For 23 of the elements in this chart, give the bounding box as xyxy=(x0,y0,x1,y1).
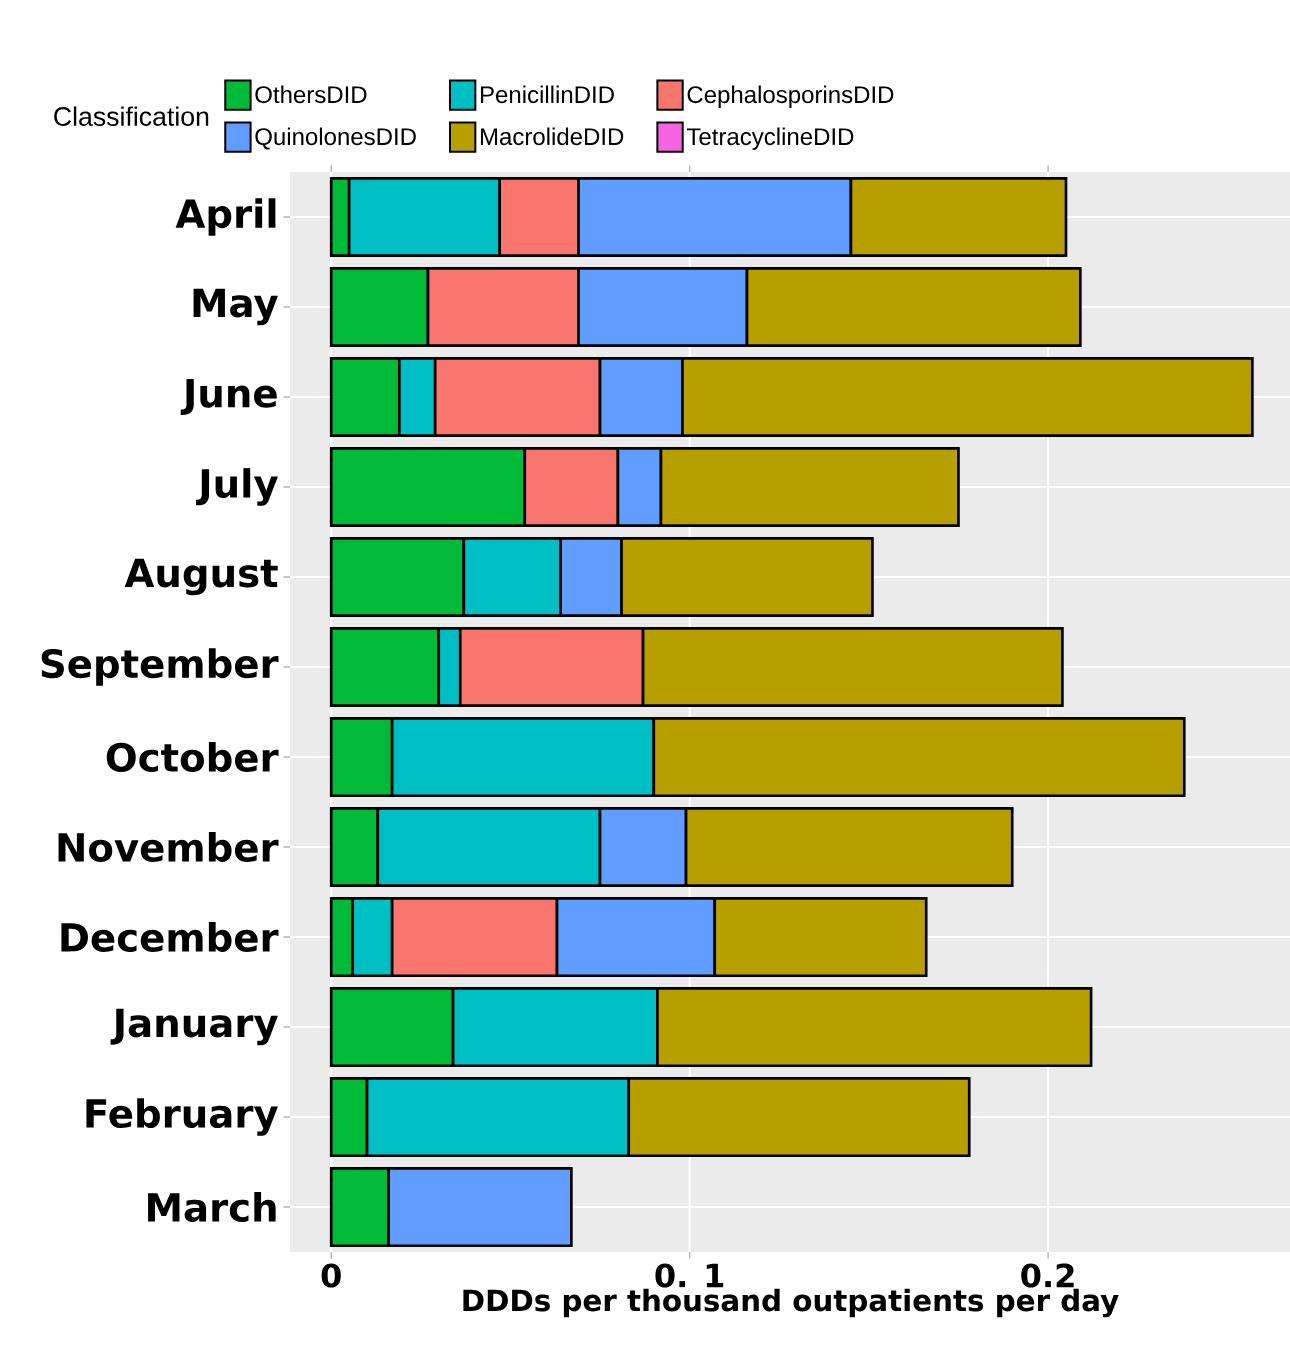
y-tick-label: April xyxy=(175,198,276,236)
legend-label: TetracyclineDID xyxy=(686,127,854,150)
y-tick-label: June xyxy=(180,379,277,415)
y-tick-label: December xyxy=(61,922,279,952)
legend-label: MacrolideDID xyxy=(480,127,624,146)
x-tick-label: 0.2 xyxy=(1021,1263,1074,1288)
y-tick-label: August xyxy=(124,558,278,596)
y-tick-label: February xyxy=(86,1098,278,1136)
y-tick-label: May xyxy=(193,288,278,326)
legend-label: OthersDID xyxy=(255,85,367,104)
y-tick-label: January xyxy=(110,1008,278,1046)
legend-title: Classification xyxy=(54,106,209,126)
y-tick-label: October xyxy=(106,742,279,772)
x-tick-label: 0. 1 xyxy=(655,1263,724,1288)
legend-label: CephalosporinsDID xyxy=(687,85,894,108)
x-tick-label: 0 xyxy=(321,1263,341,1288)
legend-label: QuinolonesDID xyxy=(255,127,416,150)
y-tick-label: July xyxy=(196,468,278,506)
legend-label: PenicillinDID xyxy=(480,85,614,104)
y-tick-label: September xyxy=(41,648,279,686)
y-tick-label: November xyxy=(58,832,279,862)
y-tick-label: March xyxy=(148,1192,276,1222)
x-axis-title: DDDs per thousand outpatients per day xyxy=(463,1288,1119,1318)
